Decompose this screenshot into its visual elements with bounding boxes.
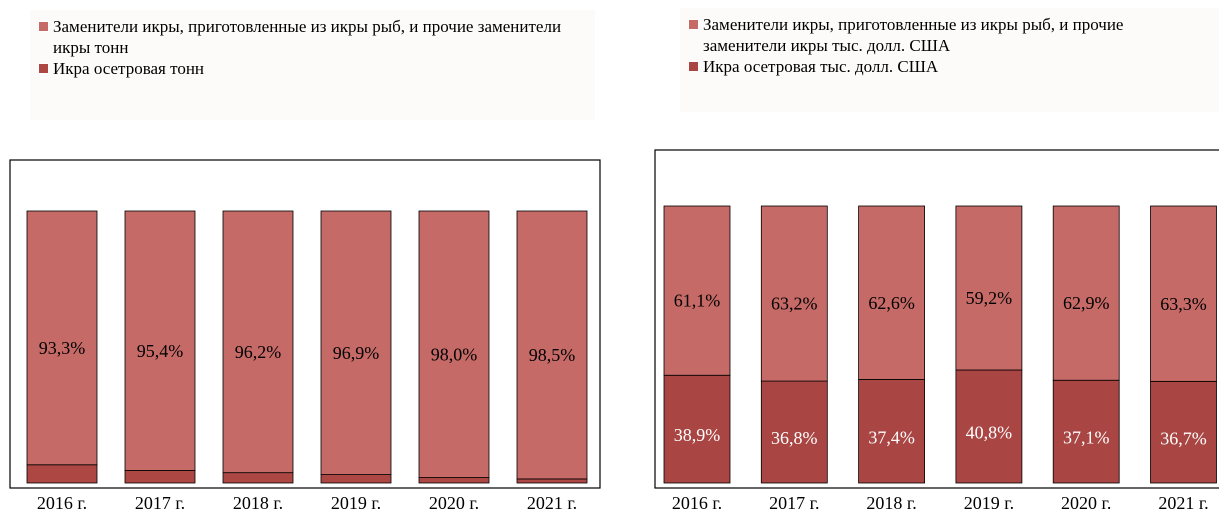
data-label: 96,2% (235, 342, 282, 362)
legend: Заменители икры, приготовленные из икры … (30, 10, 595, 120)
legend-label: Икра осетровая тонн (53, 59, 205, 78)
bar-segment (124, 210, 196, 471)
bar-segment (418, 477, 490, 484)
bar-segment (320, 474, 392, 484)
bar-segment (858, 379, 925, 484)
legend-swatch (38, 63, 49, 74)
data-label: 63,2% (771, 294, 818, 314)
legend-item: Икра осетровая тыс. долл. США (688, 56, 1211, 77)
bar-segment (955, 369, 1023, 484)
data-label: 61,1% (674, 291, 721, 311)
data-label: 95,4% (137, 341, 184, 361)
data-label: 40,8% (966, 423, 1013, 443)
bar-segment (858, 205, 925, 380)
bar-segment (516, 478, 588, 484)
data-label: 36,8% (771, 428, 818, 448)
legend-swatch (688, 61, 699, 72)
legend-swatch (688, 19, 699, 30)
bar-segment (955, 205, 1023, 371)
legend-item: Икра осетровая тонн (38, 58, 587, 79)
x-tick-label: 2017 г. (135, 493, 185, 513)
bar-segment (222, 472, 294, 484)
data-label: 93,3% (39, 338, 86, 358)
bar-segment (124, 470, 196, 484)
legend-label: Заменители икры, приготовленные из икры … (53, 17, 562, 57)
legend-label: Заменители икры, приготовленные из икры … (703, 15, 1124, 55)
x-tick-label: 2019 г. (964, 493, 1014, 513)
x-tick-label: 2018 г. (233, 493, 283, 513)
bar-segment (222, 210, 294, 474)
bar-segment (418, 210, 490, 478)
bar-segment (26, 210, 98, 466)
bar-segment (760, 205, 828, 382)
data-label: 59,2% (966, 288, 1013, 308)
bar-segment (663, 205, 731, 376)
bar-segment (516, 210, 588, 480)
x-tick-label: 2017 г. (769, 493, 819, 513)
plot-frame (9, 159, 601, 489)
bar-segment (1052, 205, 1120, 381)
data-label: 98,5% (529, 345, 576, 365)
legend-item: Заменители икры, приготовленные из икры … (688, 14, 1211, 56)
data-label: 62,6% (868, 293, 915, 313)
legend-swatch (38, 21, 49, 32)
x-tick-label: 2021 г. (1158, 493, 1208, 513)
x-tick-label: 2020 г. (429, 493, 479, 513)
data-label: 38,9% (674, 425, 721, 445)
bar-segment (320, 210, 392, 475)
bar-segment (663, 374, 731, 484)
data-label: 62,9% (1063, 293, 1110, 313)
x-tick-label: 2021 г. (527, 493, 577, 513)
x-tick-label: 2019 г. (331, 493, 381, 513)
bar-segment (1150, 205, 1217, 382)
x-tick-label: 2020 г. (1061, 493, 1111, 513)
data-label: 37,4% (868, 427, 915, 447)
plot-frame (654, 149, 1219, 489)
data-label: 36,7% (1160, 428, 1207, 448)
data-label: 98,0% (431, 344, 478, 364)
bar-segment (1150, 380, 1217, 484)
x-tick-label: 2016 г. (672, 493, 722, 513)
data-label: 96,9% (333, 343, 380, 363)
legend-label: Икра осетровая тыс. долл. США (703, 57, 939, 76)
data-label: 63,3% (1160, 294, 1207, 314)
data-label: 37,1% (1063, 428, 1110, 448)
bar-segment (1052, 379, 1120, 484)
x-tick-label: 2018 г. (866, 493, 916, 513)
legend-item: Заменители икры, приготовленные из икры … (38, 16, 587, 58)
legend: Заменители икры, приготовленные из икры … (680, 8, 1219, 112)
bar-segment (26, 464, 98, 484)
bar-segment (760, 380, 828, 484)
x-tick-label: 2016 г. (37, 493, 87, 513)
